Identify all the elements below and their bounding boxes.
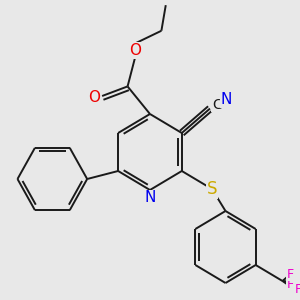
- Text: F: F: [287, 278, 294, 290]
- Text: S: S: [207, 180, 217, 198]
- Text: F: F: [287, 268, 294, 281]
- Text: O: O: [88, 91, 101, 106]
- Text: C: C: [212, 98, 222, 112]
- Text: F: F: [294, 283, 300, 296]
- Text: N: N: [144, 190, 156, 206]
- Text: N: N: [221, 92, 232, 107]
- Text: O: O: [129, 43, 141, 58]
